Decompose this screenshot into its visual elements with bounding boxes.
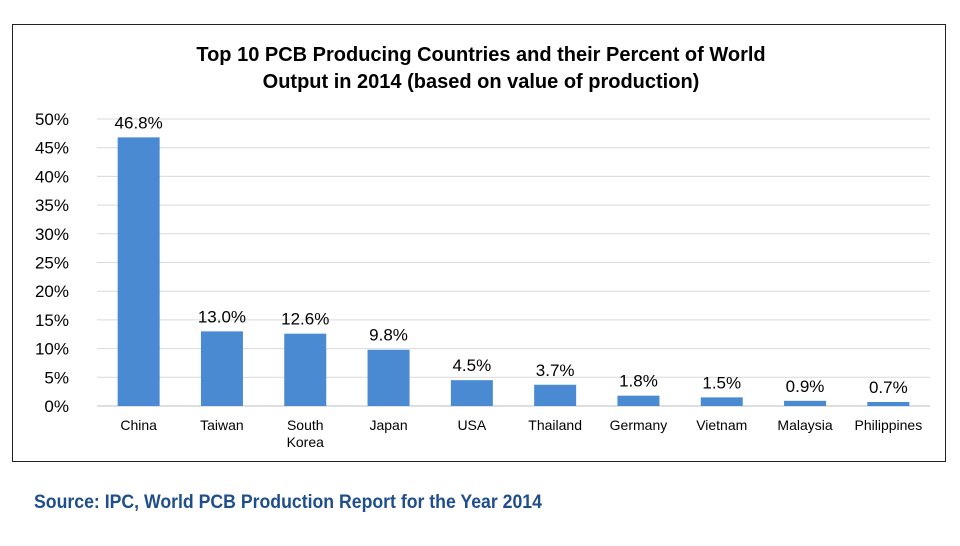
y-tick-label: 30% — [35, 225, 69, 244]
chart-title-line: Output in 2014 (based on value of produc… — [263, 71, 700, 93]
y-tick-label: 0% — [44, 397, 69, 416]
data-label: 3.7% — [536, 361, 575, 380]
x-tick-label: China — [120, 417, 157, 433]
y-tick-label: 15% — [35, 311, 69, 330]
data-label: 4.5% — [452, 356, 491, 375]
x-tick-label: Taiwan — [200, 417, 244, 433]
y-tick-label: 35% — [35, 196, 69, 215]
bar — [534, 384, 577, 406]
x-tick-label: Thailand — [528, 417, 582, 433]
x-tick-label: USA — [457, 417, 486, 433]
x-tick-label: Malaysia — [777, 417, 832, 433]
source-note: Source: IPC, World PCB Production Report… — [34, 492, 542, 513]
chart-title-line: Top 10 PCB Producing Countries and their… — [196, 44, 765, 66]
x-tick-label: South — [287, 417, 324, 433]
bar — [784, 400, 827, 406]
y-tick-label: 10% — [35, 340, 69, 359]
bar — [367, 349, 410, 406]
data-label: 0.7% — [869, 378, 908, 397]
y-tick-label: 20% — [35, 282, 69, 301]
data-label: 12.6% — [281, 310, 329, 329]
y-tick-label: 25% — [35, 254, 69, 273]
data-label: 46.8% — [115, 113, 163, 132]
bar — [200, 331, 243, 406]
x-tick-label: Vietnam — [696, 417, 747, 433]
data-label: 13.0% — [198, 307, 246, 326]
bar-chart: Top 10 PCB Producing Countries and their… — [35, 44, 930, 450]
data-label: 9.8% — [369, 326, 408, 345]
bar — [117, 137, 160, 407]
bar — [617, 395, 660, 406]
bar — [450, 380, 493, 406]
data-label: 0.9% — [786, 377, 825, 396]
x-tick-label: Philippines — [854, 417, 922, 433]
y-tick-label: 45% — [35, 139, 69, 158]
x-tick-label: Korea — [287, 434, 325, 450]
x-tick-label: Japan — [369, 417, 407, 433]
y-tick-label: 40% — [35, 167, 69, 186]
bar — [700, 397, 743, 406]
y-tick-label: 5% — [44, 368, 69, 387]
chart-frame: Top 10 PCB Producing Countries and their… — [12, 24, 946, 462]
bar — [867, 401, 910, 406]
bar — [284, 333, 327, 406]
data-label: 1.5% — [702, 373, 741, 392]
data-label: 1.8% — [619, 372, 658, 391]
y-tick-label: 50% — [35, 110, 69, 129]
x-tick-label: Germany — [610, 417, 668, 433]
